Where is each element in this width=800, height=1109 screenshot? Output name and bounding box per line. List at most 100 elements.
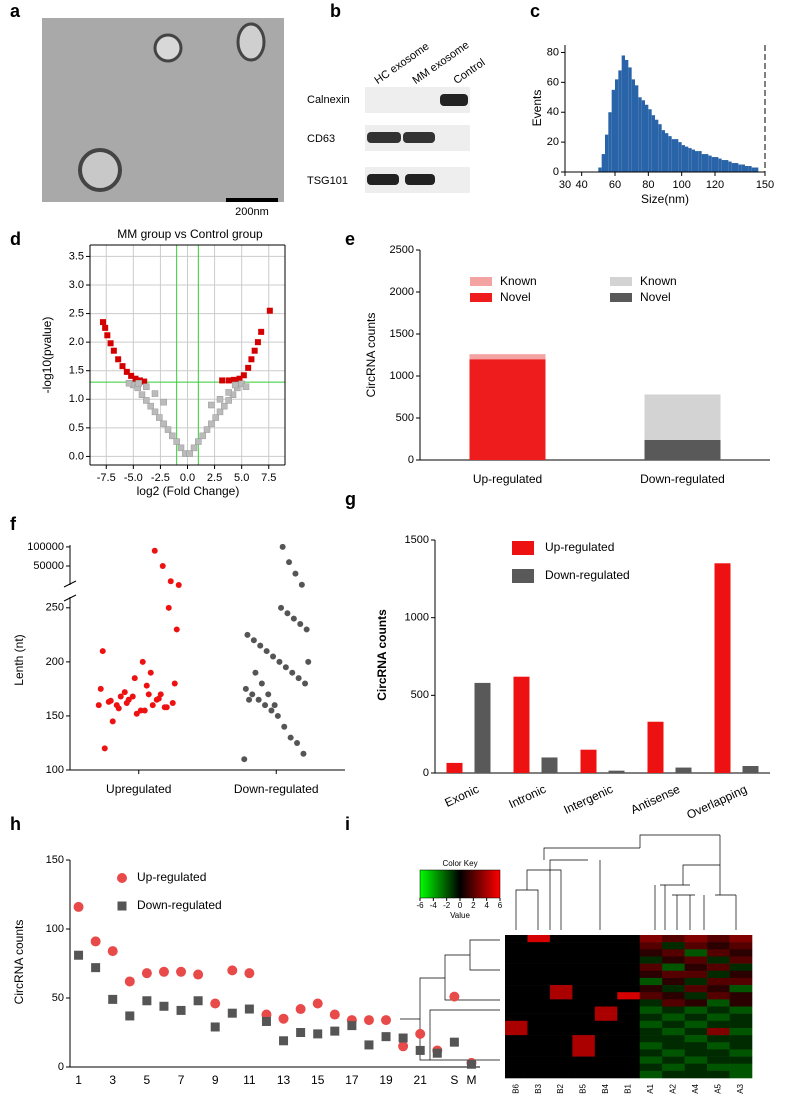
- bar: [751, 167, 755, 172]
- cell: [662, 1035, 685, 1043]
- cell: [594, 1013, 618, 1022]
- chart-title: MM group vs Control group: [117, 227, 263, 241]
- point: [312, 998, 323, 1009]
- y-tick-label: 0: [423, 767, 429, 779]
- cell: [639, 977, 663, 986]
- bar: [601, 154, 605, 172]
- cell: [662, 970, 685, 979]
- cell: [527, 942, 551, 950]
- point: [167, 578, 174, 585]
- cell: [639, 999, 663, 1007]
- cell: [505, 999, 528, 1007]
- point: [160, 398, 167, 406]
- cell: [549, 1070, 573, 1079]
- column-label: B2: [556, 1083, 565, 1093]
- x-tick-label: 13: [277, 1073, 291, 1087]
- point: [282, 664, 289, 671]
- bar: [621, 55, 625, 172]
- cell: [505, 935, 528, 943]
- cell: [527, 949, 551, 957]
- cell: [572, 1020, 596, 1029]
- panel-label: f: [10, 514, 17, 534]
- point: [100, 319, 106, 326]
- point: [245, 364, 252, 371]
- point: [313, 1029, 323, 1039]
- cell: [527, 1013, 551, 1022]
- cell: [639, 1063, 663, 1072]
- cell: [617, 992, 641, 1000]
- bar: [631, 79, 635, 172]
- cell: [594, 949, 618, 957]
- cell: [684, 970, 708, 979]
- cell: [684, 985, 708, 993]
- cell: [729, 977, 753, 986]
- y-tick-label: 100000: [27, 541, 64, 553]
- bar: [725, 160, 729, 172]
- point: [159, 563, 166, 570]
- point: [242, 685, 249, 692]
- cell: [617, 1013, 641, 1022]
- point: [278, 604, 285, 611]
- cell: [527, 1020, 551, 1029]
- point: [415, 1045, 425, 1055]
- legend-marker: [512, 541, 534, 555]
- cell: [639, 942, 663, 950]
- x-tick-label: 60: [609, 179, 621, 191]
- cell: [729, 1063, 753, 1072]
- cell: [729, 1020, 753, 1029]
- cell: [617, 935, 641, 943]
- legend-marker: [512, 569, 534, 583]
- point: [329, 1009, 340, 1020]
- bar: [638, 97, 642, 172]
- point: [132, 375, 139, 382]
- point: [203, 426, 211, 433]
- point: [225, 389, 232, 396]
- column-dendrogram: [515, 834, 737, 930]
- point: [227, 965, 238, 976]
- cell: [527, 935, 551, 943]
- x-tick-label: Exonic: [443, 782, 482, 810]
- cell: [639, 985, 663, 993]
- point: [363, 1015, 374, 1026]
- cell: [527, 970, 551, 979]
- point: [244, 1004, 254, 1014]
- cell: [707, 1006, 730, 1014]
- point: [292, 570, 299, 577]
- exosome: [78, 148, 122, 192]
- cell: [527, 956, 551, 964]
- point: [121, 689, 128, 696]
- x-tick-label: 7: [178, 1073, 185, 1087]
- y-tick-label: 100: [46, 923, 64, 935]
- cell: [684, 1006, 708, 1014]
- cell: [594, 1042, 618, 1050]
- cell: [527, 1049, 551, 1057]
- cell: [527, 1035, 551, 1043]
- point: [135, 380, 142, 387]
- cell: [527, 1070, 551, 1079]
- point: [297, 621, 304, 628]
- cell: [527, 1063, 551, 1072]
- cell: [505, 1070, 528, 1079]
- column-label: B6: [511, 1083, 520, 1093]
- bar: [647, 721, 664, 773]
- x-tick-label: Down-regulated: [234, 782, 319, 796]
- point: [244, 631, 251, 638]
- y-tick-label: 20: [547, 136, 559, 148]
- point: [147, 669, 154, 676]
- point: [171, 680, 178, 687]
- cell: [594, 956, 618, 964]
- cell: [729, 999, 753, 1007]
- y-tick-label: 0: [553, 166, 559, 178]
- point: [265, 691, 272, 698]
- point: [123, 368, 130, 375]
- point: [107, 340, 114, 347]
- point: [249, 691, 256, 698]
- y-axis-label: CircRNA counts: [364, 313, 378, 398]
- point: [221, 402, 228, 410]
- cell: [617, 1042, 641, 1050]
- point: [142, 996, 152, 1006]
- bar: [618, 70, 622, 172]
- cell: [549, 1020, 573, 1029]
- cell: [549, 970, 573, 979]
- cell: [505, 1035, 528, 1043]
